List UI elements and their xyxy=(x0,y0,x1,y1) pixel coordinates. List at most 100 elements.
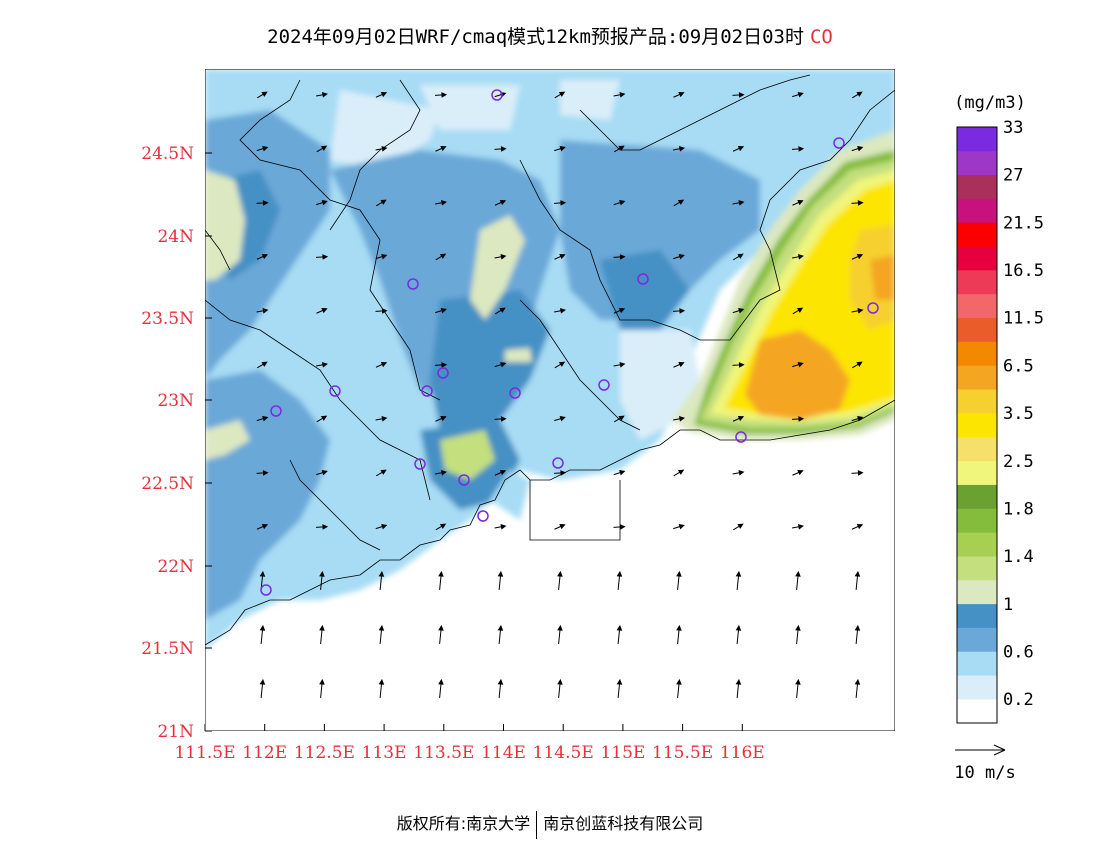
copyright-footer: 版权所有:南京大学 南京创蓝科技有限公司 xyxy=(0,810,1100,839)
footer-right: 南京创蓝科技有限公司 xyxy=(543,814,704,833)
wind-arrow xyxy=(613,200,626,206)
footer-separator xyxy=(536,810,538,839)
colorbar-swatch xyxy=(957,603,997,628)
wind-arrow xyxy=(259,678,266,699)
colorbar-label: 27 xyxy=(1003,166,1023,186)
lat-label: 21N xyxy=(157,722,194,742)
wind-arrow xyxy=(256,524,269,530)
wind-arrow xyxy=(319,570,325,591)
wind-arrow xyxy=(375,362,388,368)
wind-arrow xyxy=(378,570,385,591)
wind-arrow xyxy=(494,362,507,368)
station-marker xyxy=(270,405,282,417)
wind-arrow xyxy=(554,91,566,99)
wind-reference: 10 m/s xyxy=(954,744,1016,783)
wind-arrow xyxy=(613,362,626,368)
wind-arrow xyxy=(795,624,801,645)
station-marker xyxy=(509,387,521,399)
colorbar-swatch xyxy=(957,651,997,676)
station-marker xyxy=(598,379,610,391)
wind-arrow xyxy=(613,92,626,98)
station-marker xyxy=(735,431,747,443)
colorbar-swatch xyxy=(957,341,997,366)
wind-arrow xyxy=(733,523,744,531)
wind-arrow xyxy=(376,199,387,207)
lon-label: 113E xyxy=(362,743,407,763)
colorbar-swatch xyxy=(957,222,997,247)
wind-arrow xyxy=(616,678,623,699)
wind-arrow xyxy=(851,524,864,530)
wind-arrow xyxy=(316,145,328,153)
wind-arrow xyxy=(257,91,268,99)
wind-arrow xyxy=(851,146,864,152)
wind-arrow xyxy=(851,416,864,422)
colorbar-swatch xyxy=(957,675,997,700)
title-main: 2024年09月02日WRF/cmaq模式12km预报产品:09月02日03时 xyxy=(267,26,804,48)
colorbar-label: 2.5 xyxy=(1003,452,1034,472)
wind-arrow xyxy=(256,416,269,422)
wind-arrow xyxy=(672,416,686,422)
wind-arrow xyxy=(256,200,269,206)
title-variable: CO xyxy=(809,26,833,48)
colorbar-swatch xyxy=(957,246,997,271)
wind-arrow xyxy=(553,200,567,206)
wind-arrow xyxy=(673,469,685,477)
station-marker xyxy=(329,385,341,397)
wind-arrow xyxy=(854,624,861,645)
wind-arrow xyxy=(614,415,625,423)
wind-arrow xyxy=(791,146,805,152)
lat-label: 24N xyxy=(157,227,194,247)
lat-label: 23.5N xyxy=(141,309,194,329)
wind-arrow xyxy=(497,624,504,645)
wind-arrow xyxy=(673,524,685,530)
latitude-labels: 24.5N 24N 23.5N 23N 22.5N 22N 21.5N 21N xyxy=(141,144,212,742)
wind-arrow xyxy=(614,145,625,153)
lon-label: 114.5E xyxy=(533,743,594,763)
lon-label: 112.5E xyxy=(294,743,355,763)
wind-arrow xyxy=(676,570,682,591)
wind-arrow xyxy=(732,146,745,152)
wind-arrow xyxy=(792,307,804,315)
wind-arrow xyxy=(676,678,682,699)
colorbar-swatch xyxy=(957,270,997,295)
wind-arrow xyxy=(673,199,685,207)
wind-arrow xyxy=(673,92,685,98)
wind-arrow xyxy=(375,308,388,314)
colorbar-swatch xyxy=(957,293,997,319)
wind-arrow xyxy=(494,416,507,422)
wind-arrow xyxy=(733,253,744,261)
wind-arrow xyxy=(435,416,447,422)
wind-arrow xyxy=(732,362,745,368)
colorbar-swatch xyxy=(957,556,997,581)
wind-arrow xyxy=(315,92,329,98)
wind-arrow xyxy=(791,416,805,422)
wind-arrow xyxy=(613,254,626,260)
colorbar: (mg/m3) 0.2 0.6 1 1.4 1.8 2.5 3.5 6.5 11.5 16.5 21… xyxy=(954,93,1044,724)
lon-label: 113.5E xyxy=(413,743,474,763)
lon-label: 111.5E xyxy=(174,743,235,763)
wind-arrow xyxy=(854,678,861,699)
station-marker xyxy=(867,302,879,314)
wind-arrow xyxy=(732,308,745,314)
wind-arrow xyxy=(613,524,626,530)
wind-arrow xyxy=(557,624,563,645)
wind-arrow xyxy=(494,524,507,530)
wind-arrow xyxy=(315,362,329,368)
wind-arrow xyxy=(256,254,269,260)
colorbar-unit: (mg/m3) xyxy=(954,93,1026,113)
wind-arrow xyxy=(494,254,507,260)
wind-arrow xyxy=(851,200,864,206)
colorbar-swatch xyxy=(957,198,997,223)
wind-reference-label: 10 m/s xyxy=(954,763,1015,783)
colorbar-swatch xyxy=(957,484,997,509)
wind-arrow xyxy=(795,570,801,591)
wind-arrow xyxy=(792,92,804,98)
wind-arrow xyxy=(732,470,745,476)
wind-arrow xyxy=(554,146,566,152)
wind-arrow xyxy=(553,470,567,476)
wind-arrow xyxy=(792,200,804,206)
colorbar-label: 33 xyxy=(1003,118,1023,138)
wind-arrow xyxy=(494,470,507,476)
colorbar-swatch xyxy=(957,579,997,605)
lon-label: 116E xyxy=(720,743,765,763)
